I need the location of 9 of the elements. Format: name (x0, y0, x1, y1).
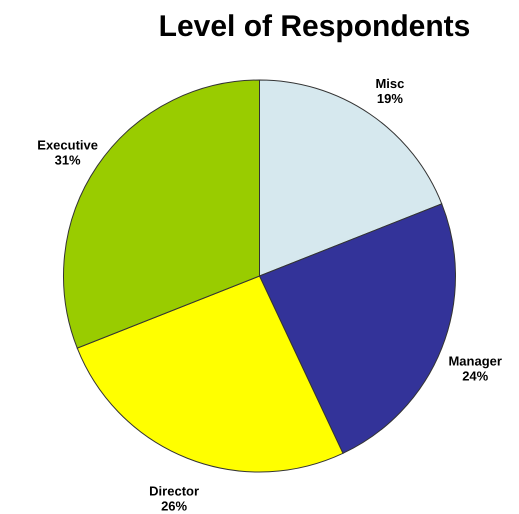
slice-label: Manager (448, 353, 502, 368)
slice-label: Misc (375, 76, 404, 92)
data-label: 31% (54, 152, 82, 168)
data-label: 19% (376, 91, 404, 106)
chart-title: Level of Respondents (158, 10, 470, 43)
slice-label: Director (149, 484, 200, 499)
slice-label: Executive (37, 138, 98, 153)
data-label: 24% (462, 368, 489, 384)
data-label: 26% (161, 498, 188, 514)
